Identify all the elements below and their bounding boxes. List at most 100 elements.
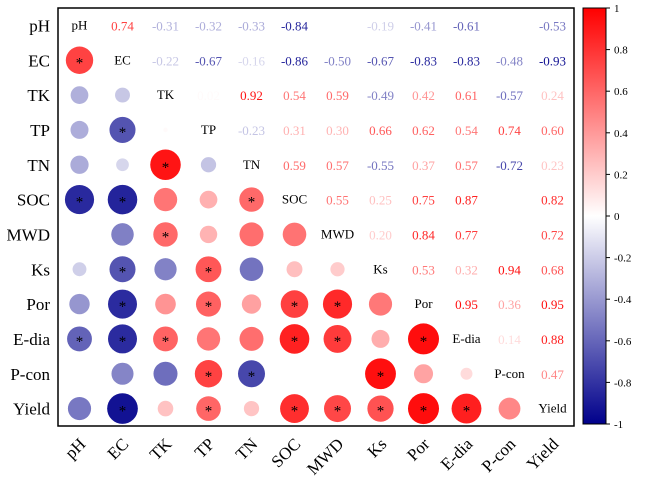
column-tick-label: E-dia xyxy=(437,434,477,474)
correlation-circle xyxy=(243,400,260,417)
row-tick-label: SOC xyxy=(17,191,50,210)
correlation-circle xyxy=(365,358,396,390)
column-tick-label: Por xyxy=(403,434,433,464)
diagonal-label: EC xyxy=(114,52,131,67)
significance-mark: * xyxy=(205,404,213,420)
coefficient-label: 0.54 xyxy=(455,123,478,138)
coefficient-label: 0.14 xyxy=(498,332,521,347)
coefficient-label: -0.67 xyxy=(367,53,395,68)
correlation-circle xyxy=(498,397,521,420)
column-tick-label: TP xyxy=(191,434,218,461)
colorbar-tick-label: 0.4 xyxy=(614,128,628,140)
correlation-circle xyxy=(239,187,264,212)
coefficient-label: -0.57 xyxy=(496,88,524,103)
coefficient-label: 0.84 xyxy=(412,227,435,242)
correlation-circle xyxy=(107,393,138,424)
coefficient-label: 0.74 xyxy=(498,123,521,138)
diagonal-label: TN xyxy=(243,157,261,172)
significance-mark: * xyxy=(119,334,127,350)
correlation-circle xyxy=(367,395,394,422)
column-tick-label: TN xyxy=(232,434,261,463)
correlation-circle xyxy=(241,294,262,314)
correlation-circle xyxy=(460,367,473,380)
colorbar-tick-label: 1 xyxy=(614,3,620,15)
coefficient-label: 0.55 xyxy=(326,193,349,208)
coefficient-label: -0.22 xyxy=(152,53,179,68)
significance-mark: * xyxy=(420,334,428,350)
correlation-circle xyxy=(153,326,178,352)
coefficient-label: 0.42 xyxy=(412,88,435,103)
correlation-circle xyxy=(153,361,178,386)
significance-mark: * xyxy=(291,334,299,350)
coefficient-label: -0.31 xyxy=(152,18,179,33)
diagonal-label: Yield xyxy=(538,401,567,416)
significance-mark: * xyxy=(205,299,213,315)
colorbar xyxy=(582,7,607,425)
significance-mark: * xyxy=(119,264,127,280)
correlation-circle xyxy=(150,149,181,181)
correlation-circle xyxy=(109,256,136,283)
correlation-circle xyxy=(368,292,393,316)
diagonal-label: TK xyxy=(157,87,175,102)
correlation-circle xyxy=(407,393,440,425)
colorbar-tick-label: -0.6 xyxy=(614,336,632,348)
correlation-circle xyxy=(371,329,390,348)
correlation-circle xyxy=(107,324,138,354)
correlation-circle xyxy=(286,261,303,278)
correlation-circle xyxy=(70,155,89,174)
coefficient-label: 0.02 xyxy=(197,88,220,103)
significance-mark: * xyxy=(377,404,385,420)
coefficient-label: -0.32 xyxy=(195,18,222,33)
correlation-circle xyxy=(280,394,309,423)
correlation-circle xyxy=(107,289,138,319)
significance-mark: * xyxy=(377,369,385,385)
significance-mark: * xyxy=(119,195,127,211)
diagonal-label: MWD xyxy=(321,226,354,241)
correlation-circle xyxy=(199,190,218,209)
coefficient-label: 0.87 xyxy=(455,193,478,208)
correlation-circle xyxy=(451,393,482,424)
coefficient-label: 0.24 xyxy=(541,88,564,103)
coefficient-label: 0.94 xyxy=(498,262,521,277)
correlation-circle xyxy=(115,87,130,103)
coefficient-label: -0.19 xyxy=(367,18,394,33)
coefficient-label: 0.57 xyxy=(455,158,478,173)
coefficient-label: 0.32 xyxy=(455,262,478,277)
row-tick-label: EC xyxy=(28,51,50,70)
correlation-circle xyxy=(155,293,176,315)
row-tick-label: TK xyxy=(27,86,50,105)
column-tick-label: TK xyxy=(146,434,176,464)
correlation-circle xyxy=(196,327,221,351)
coefficient-label: 0.95 xyxy=(541,297,564,312)
significance-mark: * xyxy=(119,299,127,315)
coefficient-label: 0.62 xyxy=(412,123,435,138)
coefficient-label: 0.77 xyxy=(455,227,478,242)
correlation-circle xyxy=(116,158,129,172)
significance-mark: * xyxy=(162,334,170,350)
coefficient-label: -0.67 xyxy=(195,53,223,68)
correlation-circle xyxy=(111,362,134,385)
correlation-circle xyxy=(153,187,178,212)
correlation-circle xyxy=(65,46,94,74)
correlation-circle xyxy=(64,184,95,215)
coefficient-label: 0.59 xyxy=(326,88,349,103)
coefficient-label: 0.57 xyxy=(326,158,349,173)
coefficient-label: -0.16 xyxy=(238,53,266,68)
significance-mark: * xyxy=(334,404,342,420)
diagonal-label: SOC xyxy=(282,192,307,207)
coefficient-label: 0.60 xyxy=(541,123,564,138)
significance-mark: * xyxy=(76,195,84,211)
correlation-circle xyxy=(194,360,223,388)
coefficient-label: -0.86 xyxy=(281,53,309,68)
colorbar-tick-label: -0.8 xyxy=(614,377,632,389)
correlation-circle xyxy=(72,262,87,277)
coefficient-label: 0.66 xyxy=(369,123,392,138)
correlation-circle xyxy=(67,396,92,421)
correlation-circle xyxy=(70,86,89,104)
correlation-circle xyxy=(239,326,264,351)
coefficient-label: 0.95 xyxy=(455,297,478,312)
correlation-circle xyxy=(323,395,352,423)
coefficient-label: 0.68 xyxy=(541,262,564,277)
correlation-circle xyxy=(413,364,434,384)
